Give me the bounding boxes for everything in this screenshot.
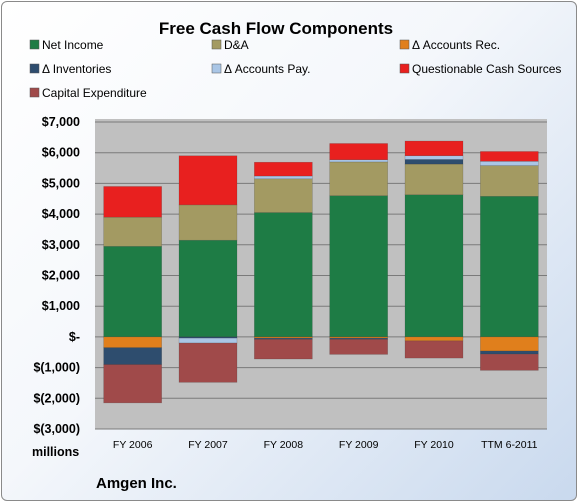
x-tick-label: FY 2008 [264, 439, 304, 451]
bar-delta-accounts-pay-ttm-6-2011 [480, 161, 539, 166]
y-tick-label: $1,000 [42, 299, 80, 313]
legend-item-delta-inventories: Δ Inventories [29, 62, 111, 76]
bar-capital-expenditure-fy-2008 [254, 339, 313, 360]
y-tick-label: $7,000 [42, 115, 80, 129]
y-tick-label: $(2,000) [33, 391, 80, 405]
y-tick-label: $(3,000) [33, 422, 80, 436]
legend-label: Net Income [42, 38, 104, 52]
legend-item-net-income: Net Income [29, 38, 104, 52]
bar-net-income-fy-2010 [404, 194, 464, 338]
bar-questionable-cash-sources-fy-2006 [103, 186, 162, 218]
bar-net-income-fy-2006 [103, 246, 162, 338]
legend-swatch [29, 87, 40, 98]
legend-item-delta-accounts-pay: Δ Accounts Pay. [211, 62, 311, 76]
legend-swatch [29, 39, 40, 50]
legend-label: Δ Accounts Pay. [224, 62, 311, 76]
bar-danda-fy-2008 [254, 178, 313, 213]
bar-danda-fy-2010 [404, 163, 464, 196]
bar-questionable-cash-sources-ttm-6-2011 [480, 151, 539, 162]
legend-label: D&A [224, 38, 249, 52]
bar-delta-accounts-rec-fy-2006 [103, 336, 162, 348]
y-tick-label: $(1,000) [33, 361, 80, 375]
legend-item-capital-expenditure: Capital Expenditure [29, 86, 147, 100]
bar-capital-expenditure-fy-2007 [178, 342, 238, 383]
bar-questionable-cash-sources-fy-2009 [329, 143, 388, 161]
legend-swatch [211, 63, 222, 74]
x-tick-label: FY 2007 [188, 439, 228, 451]
bar-delta-accounts-pay-fy-2008 [254, 175, 313, 180]
legend-label: Capital Expenditure [42, 86, 147, 100]
bar-questionable-cash-sources-fy-2008 [254, 161, 313, 177]
bar-delta-inventories-fy-2006 [103, 347, 162, 365]
bar-net-income-fy-2009 [329, 195, 388, 338]
legend-item-questionable-cash-sources: Questionable Cash Sources [399, 62, 561, 76]
bar-net-income-fy-2008 [254, 212, 313, 338]
bar-danda-fy-2006 [103, 216, 162, 247]
x-tick-label: FY 2009 [339, 439, 379, 451]
legend-swatch [211, 39, 222, 50]
y-tick-label: $2,000 [42, 269, 80, 283]
bar-delta-accounts-pay-fy-2009 [329, 159, 388, 163]
y-tick-label: $3,000 [42, 238, 80, 252]
bar-delta-accounts-rec-fy-2010 [404, 336, 464, 342]
legend-item-delta-accounts-rec: Δ Accounts Rec. [399, 38, 500, 52]
x-tick-label: TTM 6-2011 [481, 439, 538, 451]
company-name: Amgen Inc. [96, 475, 177, 492]
x-tick-label: FY 2006 [113, 439, 153, 451]
gridlines [95, 121, 547, 430]
legend-label: Δ Accounts Rec. [412, 38, 500, 52]
bar-questionable-cash-sources-fy-2010 [404, 140, 464, 157]
x-tick-label: FY 2010 [414, 439, 454, 451]
legend-swatch [399, 63, 410, 74]
bar-capital-expenditure-ttm-6-2011 [480, 353, 539, 371]
bar-delta-inventories-fy-2010 [404, 159, 464, 165]
y-tick-label: $- [69, 330, 80, 344]
bar-danda-fy-2007 [178, 204, 238, 241]
legend-swatch [399, 39, 410, 50]
y-axis-ticks: $(3,000) $(2,000) $(1,000) $- $1,000 $2,000 $3… [33, 115, 80, 436]
bar-capital-expenditure-fy-2006 [103, 364, 162, 404]
y-tick-label: $4,000 [42, 207, 80, 221]
bar-net-income-ttm-6-2011 [480, 196, 539, 338]
bar-capital-expenditure-fy-2010 [404, 340, 464, 359]
bar-delta-accounts-pay-fy-2007 [178, 337, 238, 344]
bar-danda-fy-2009 [329, 161, 388, 196]
bar-danda-ttm-6-2011 [480, 165, 539, 197]
legend-swatch [29, 63, 40, 74]
bar-net-income-fy-2007 [178, 239, 238, 338]
bars [103, 140, 539, 404]
legend-label: Δ Inventories [42, 62, 111, 76]
y-tick-label: $5,000 [42, 176, 80, 190]
chart-title: Free Cash Flow Components [159, 19, 393, 38]
legend: Net Income D&A Δ Accounts Rec. Δ Inventorie… [29, 38, 561, 100]
legend-label: Questionable Cash Sources [412, 62, 561, 76]
bar-delta-inventories-ttm-6-2011 [480, 350, 539, 355]
bar-delta-accounts-rec-ttm-6-2011 [480, 336, 539, 352]
bar-capital-expenditure-fy-2009 [329, 339, 388, 355]
y-tick-label: $6,000 [42, 146, 80, 160]
bar-delta-accounts-pay-fy-2010 [404, 155, 464, 160]
x-axis-ticks: FY 2006 FY 2007 FY 2008 FY 2009 FY 2010 TTM 6… [113, 439, 538, 451]
legend-item-danda: D&A [211, 38, 249, 52]
unit-label: millions [32, 445, 79, 459]
plot-area [95, 119, 547, 429]
bar-questionable-cash-sources-fy-2007 [178, 155, 238, 206]
